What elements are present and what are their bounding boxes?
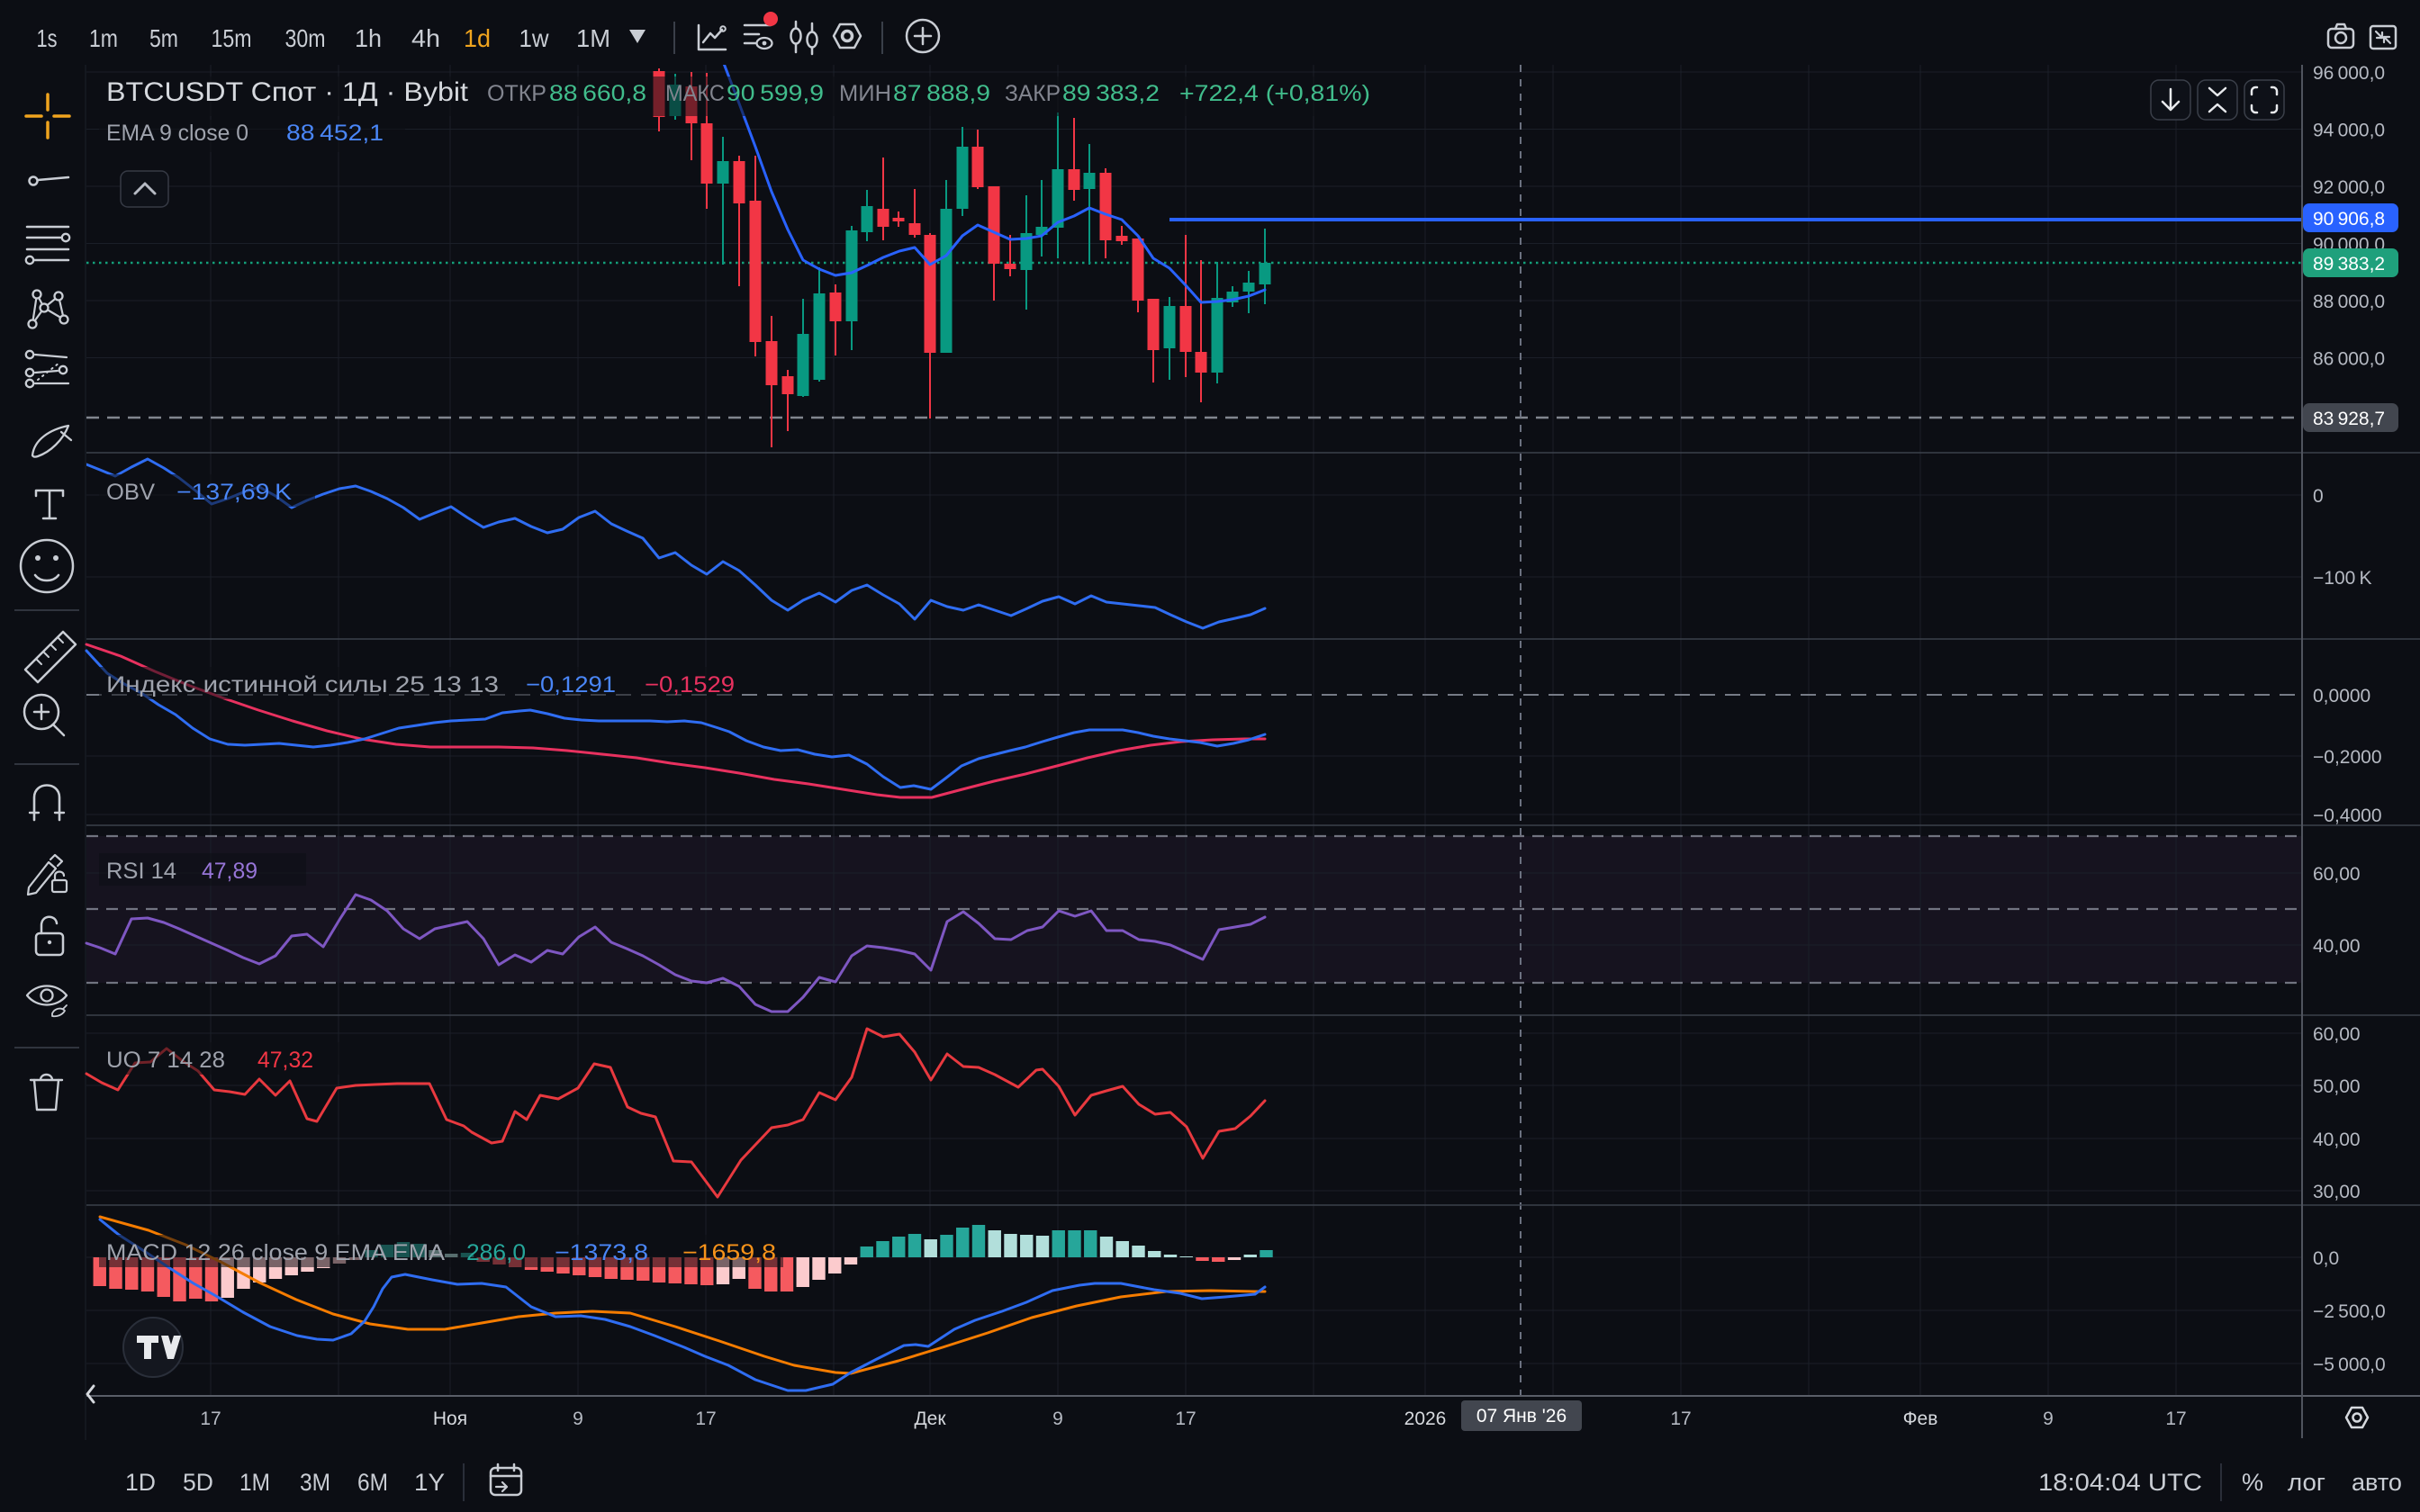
svg-text:авто: авто: [2352, 1469, 2402, 1496]
svg-text:88 452,1: 88 452,1: [286, 121, 384, 146]
svg-text:07 Янв '26: 07 Янв '26: [1476, 1406, 1567, 1426]
svg-text:96 000,0: 96 000,0: [2313, 63, 2385, 84]
svg-text:87 888,9: 87 888,9: [893, 81, 990, 106]
svg-text:1h: 1h: [355, 24, 382, 52]
svg-text:50,00: 50,00: [2313, 1076, 2361, 1097]
svg-text:60,00: 60,00: [2313, 1024, 2361, 1045]
svg-text:17: 17: [2165, 1408, 2186, 1429]
svg-text:ОТКР: ОТКР: [487, 81, 546, 106]
svg-text:2026: 2026: [1404, 1408, 1447, 1429]
svg-text:17: 17: [1175, 1408, 1196, 1429]
svg-text:1M: 1M: [576, 24, 610, 52]
svg-text:17: 17: [200, 1408, 221, 1429]
svg-text:88 000,0: 88 000,0: [2313, 292, 2385, 312]
svg-text:89 383,2: 89 383,2: [2313, 254, 2385, 274]
svg-text:0,0000: 0,0000: [2313, 686, 2370, 706]
svg-text:1d: 1d: [464, 24, 491, 52]
svg-text:−1373,8: −1373,8: [555, 1240, 648, 1265]
svg-text:EMA 9 close 0: EMA 9 close 0: [106, 121, 248, 146]
svg-text:90 906,8: 90 906,8: [2313, 209, 2385, 230]
svg-text:286,0: 286,0: [466, 1240, 526, 1265]
svg-text:15m: 15m: [212, 24, 252, 52]
svg-text:МАКС: МАКС: [665, 81, 725, 106]
svg-text:86 000,0: 86 000,0: [2313, 349, 2385, 370]
svg-text:0: 0: [2313, 486, 2324, 507]
svg-text:1Y: 1Y: [414, 1469, 445, 1496]
svg-text:88 660,8: 88 660,8: [549, 81, 646, 106]
svg-text:RSI 14: RSI 14: [106, 859, 176, 884]
svg-text:1m: 1m: [89, 24, 118, 52]
svg-text:30m: 30m: [285, 24, 326, 52]
svg-text:−0,4000: −0,4000: [2313, 806, 2382, 826]
svg-text:9: 9: [1052, 1408, 1063, 1429]
svg-text:OBV: OBV: [106, 480, 155, 505]
svg-text:−2 500,0: −2 500,0: [2313, 1301, 2386, 1322]
svg-text:9: 9: [2043, 1408, 2054, 1429]
svg-text:47,89: 47,89: [202, 859, 257, 884]
svg-text:92 000,0: 92 000,0: [2313, 177, 2385, 198]
svg-text:1M: 1M: [239, 1469, 270, 1496]
svg-text:90 599,9: 90 599,9: [727, 81, 824, 106]
svg-text:лог: лог: [2288, 1469, 2325, 1496]
svg-text:UO 7 14 28: UO 7 14 28: [106, 1048, 225, 1073]
svg-text:1w: 1w: [519, 24, 550, 52]
svg-text:Фев: Фев: [1903, 1408, 1938, 1429]
svg-text:0,0: 0,0: [2313, 1248, 2339, 1269]
svg-text:18:04:04 UTC: 18:04:04 UTC: [2038, 1469, 2202, 1496]
svg-text:−5 000,0: −5 000,0: [2313, 1354, 2386, 1375]
svg-text:Ноя: Ноя: [433, 1408, 467, 1429]
svg-text:−0,1291: −0,1291: [526, 672, 616, 698]
svg-text:−0,1529: −0,1529: [645, 672, 735, 698]
svg-text:−1659,8: −1659,8: [682, 1240, 776, 1265]
svg-text:ЗАКР: ЗАКР: [1005, 81, 1061, 106]
svg-text:−0,2000: −0,2000: [2313, 747, 2382, 768]
svg-text:5m: 5m: [149, 24, 178, 52]
svg-text:%: %: [2242, 1469, 2263, 1496]
svg-text:94 000,0: 94 000,0: [2313, 121, 2385, 141]
svg-text:47,32: 47,32: [257, 1048, 313, 1073]
svg-text:30,00: 30,00: [2313, 1182, 2361, 1202]
svg-text:89 383,2: 89 383,2: [1062, 81, 1160, 106]
svg-text:+722,4 (+0,81%): +722,4 (+0,81%): [1179, 81, 1370, 106]
svg-text:Индекс истинной силы 25 13 13: Индекс истинной силы 25 13 13: [106, 672, 499, 698]
svg-text:5D: 5D: [183, 1469, 213, 1496]
svg-text:3M: 3M: [300, 1469, 330, 1496]
svg-text:1D: 1D: [125, 1469, 156, 1496]
svg-text:−137,69 K: −137,69 K: [176, 480, 292, 505]
svg-text:−100 K: −100 K: [2313, 568, 2372, 589]
svg-text:60,00: 60,00: [2313, 864, 2361, 885]
svg-text:MACD 12 26 close 9 EMA EMA: MACD 12 26 close 9 EMA EMA: [106, 1240, 445, 1265]
svg-text:9: 9: [573, 1408, 583, 1429]
svg-text:40,00: 40,00: [2313, 1130, 2361, 1150]
svg-text:4h: 4h: [411, 24, 440, 52]
svg-text:МИН: МИН: [839, 81, 891, 106]
svg-text:17: 17: [1670, 1408, 1691, 1429]
svg-text:6M: 6M: [357, 1469, 388, 1496]
svg-text:BTCUSDT Спот · 1Д · Bybit: BTCUSDT Спот · 1Д · Bybit: [106, 77, 469, 107]
svg-text:83 928,7: 83 928,7: [2313, 409, 2385, 429]
svg-text:40,00: 40,00: [2313, 936, 2361, 957]
svg-text:17: 17: [695, 1408, 716, 1429]
svg-text:Дек: Дек: [914, 1408, 946, 1429]
svg-text:1s: 1s: [37, 24, 58, 52]
